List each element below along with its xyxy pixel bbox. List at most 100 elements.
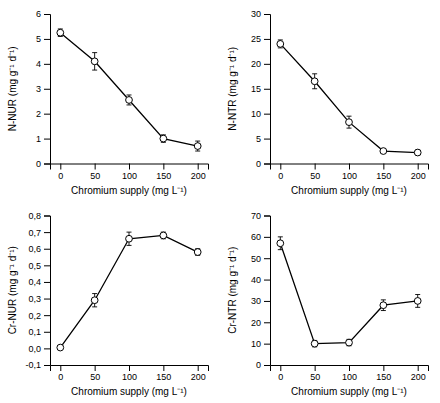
error-bar [415, 150, 420, 155]
panel: 050100150200010203040506070Chromium supp… [227, 211, 429, 397]
y-tick-label: 0,4 [28, 277, 41, 287]
x-tick-label: 200 [411, 372, 426, 382]
x-tick-mark [163, 365, 164, 371]
x-axis-line [271, 366, 429, 372]
x-tick: 0 [58, 164, 63, 181]
y-tick: 6 [36, 9, 50, 19]
error-bar [415, 295, 420, 308]
y-tick-label: 1 [36, 134, 41, 144]
y-tick-mark [264, 322, 270, 323]
y-tick: 20 [251, 59, 270, 69]
y-tick: 0,8 [28, 211, 50, 221]
y-tick-label: 0,2 [28, 311, 41, 321]
y-axis: 051015202530 [251, 9, 271, 169]
y-tick: 70 [251, 211, 270, 221]
point [160, 232, 167, 239]
x-tick-label: 200 [191, 372, 206, 382]
x-tick-mark [383, 365, 384, 371]
y-tick: 5 [256, 134, 270, 144]
line [60, 235, 197, 347]
y-tick: 15 [251, 84, 270, 94]
y-axis-line [264, 15, 271, 165]
error-bar [347, 339, 352, 345]
y-axis: -0,10,00,10,20,30,40,50,60,70,8 [25, 211, 50, 371]
x-tick: 200 [411, 164, 426, 181]
x-tick-mark [129, 164, 130, 170]
error-bar [92, 294, 97, 307]
y-tick-label: 0 [256, 159, 261, 169]
x-axis: 050100150200 [271, 164, 429, 181]
y-tick: 30 [251, 296, 270, 306]
y-tick-label: 30 [251, 9, 261, 19]
x-tick-label: 100 [342, 372, 357, 382]
y-tick-label: 70 [251, 211, 261, 221]
plot-area [57, 232, 201, 351]
y-tick: 40 [251, 275, 270, 285]
error-bar [278, 40, 283, 48]
error-bar [278, 237, 283, 250]
y-axis-title: Cr-NTR (mg g⁻¹ d⁻¹) [227, 247, 238, 334]
y-axis-title: Cr-NUR (mg g⁻¹ d⁻¹) [7, 246, 18, 334]
y-tick-label: 25 [251, 34, 261, 44]
y-tick-mark [264, 301, 270, 302]
y-tick-mark [44, 89, 50, 90]
y-tick-label: 0,8 [28, 211, 41, 221]
error-bar [127, 95, 132, 105]
x-tick-label: 0 [58, 171, 63, 181]
y-tick: 0 [36, 159, 50, 169]
x-tick: 100 [342, 365, 357, 382]
x-axis-title: Chromium supply (mg L⁻¹) [291, 185, 407, 196]
y-tick-mark [264, 114, 270, 115]
point [346, 119, 353, 126]
x-tick: 200 [411, 365, 426, 382]
point [380, 148, 387, 155]
y-tick-label: 60 [251, 232, 261, 242]
x-tick: 50 [90, 164, 100, 181]
point [126, 97, 133, 104]
error-bar [58, 29, 63, 36]
x-axis: 050100150200 [271, 365, 429, 382]
x-tick: 200 [191, 365, 206, 382]
x-tick-mark [280, 164, 281, 170]
y-tick-label: 40 [251, 275, 261, 285]
x-axis: 050100150200 [51, 365, 209, 382]
y-tick-label: 0,0 [28, 344, 41, 354]
x-tick-label: 0 [278, 372, 283, 382]
x-tick-label: 100 [122, 171, 137, 181]
y-tick-mark [264, 344, 270, 345]
x-tick-mark [60, 365, 61, 371]
y-tick-mark [264, 365, 270, 366]
y-tick: 1 [36, 134, 50, 144]
x-tick-label: 100 [342, 171, 357, 181]
x-tick-mark [198, 164, 199, 170]
point [414, 298, 421, 305]
y-tick-mark [44, 365, 50, 366]
x-tick: 150 [156, 164, 171, 181]
y-axis-line [44, 216, 51, 366]
point [346, 339, 353, 346]
y-tick-mark [264, 258, 270, 259]
x-tick-mark [349, 365, 350, 371]
y-tick-mark [44, 332, 50, 333]
y-tick-mark [264, 216, 270, 217]
y-tick: 0,3 [28, 294, 50, 304]
error-bar [161, 232, 166, 239]
y-tick: 25 [251, 34, 270, 44]
y-tick: 0,7 [28, 227, 50, 237]
y-tick: 60 [251, 232, 270, 242]
point [277, 41, 284, 48]
y-tick-mark [264, 237, 270, 238]
y-tick-mark [264, 39, 270, 40]
y-tick-label: 0 [256, 360, 261, 370]
y-tick-mark [264, 164, 270, 165]
y-tick-label: 0,1 [28, 327, 41, 337]
y-tick-mark [264, 139, 270, 140]
point [91, 58, 98, 65]
x-tick-mark [129, 365, 130, 371]
plot-area [57, 29, 201, 151]
y-tick-label: 3 [36, 84, 41, 94]
y-tick-mark [264, 14, 270, 15]
x-tick-label: 50 [310, 372, 320, 382]
y-axis: 0123456 [36, 9, 51, 169]
y-tick: 4 [36, 59, 50, 69]
